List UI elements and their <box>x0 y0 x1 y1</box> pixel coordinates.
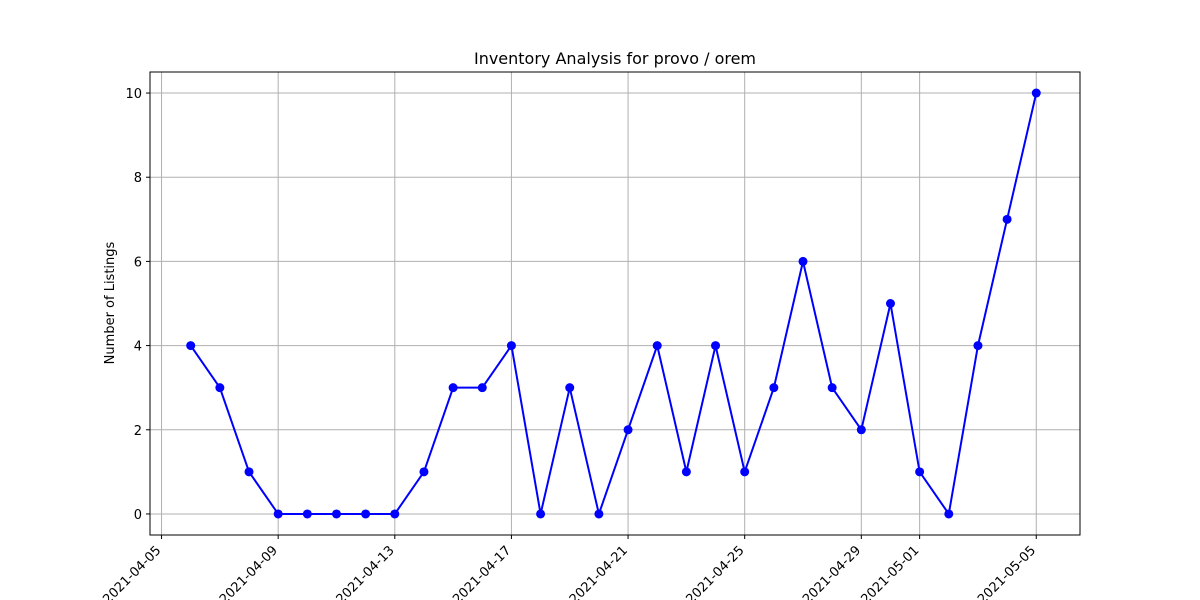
data-point <box>390 509 400 519</box>
y-tick-label: 6 <box>134 255 142 270</box>
data-point <box>1031 88 1041 98</box>
data-point <box>1002 214 1012 224</box>
data-point <box>594 509 604 519</box>
y-tick-label: 8 <box>134 171 142 186</box>
data-point <box>885 299 895 308</box>
data-point <box>302 509 312 519</box>
data-point <box>711 341 721 351</box>
plot-frame <box>149 71 1081 536</box>
y-tick-label: 10 <box>125 87 142 102</box>
y-axis: 0 2 4 6 8 10 <box>125 87 150 523</box>
data-point <box>944 509 954 519</box>
y-tick-label: 0 <box>134 508 142 523</box>
data-point <box>361 509 371 519</box>
data-point <box>973 341 983 351</box>
data-point <box>331 509 341 519</box>
data-point <box>506 341 516 351</box>
data-point <box>448 383 458 393</box>
data-point <box>827 383 837 393</box>
y-tick-label: 2 <box>134 424 142 439</box>
data-point <box>186 341 196 351</box>
data-point <box>915 467 925 477</box>
data-point <box>681 467 691 477</box>
data-point <box>740 467 750 477</box>
data-point <box>244 467 254 477</box>
data-point <box>273 509 283 519</box>
data-point <box>565 383 575 393</box>
series-line <box>186 88 1041 519</box>
y-tick-label: 4 <box>134 340 142 355</box>
y-axis-label: Number of Listings <box>103 241 118 364</box>
chart-title: Inventory Analysis for provo / orem <box>474 49 756 68</box>
data-point <box>769 383 779 393</box>
data-point <box>419 467 429 477</box>
data-point <box>652 341 662 351</box>
data-point <box>856 425 866 435</box>
data-point <box>215 383 225 393</box>
data-point <box>623 425 633 435</box>
data-point <box>536 509 546 519</box>
data-point <box>798 256 808 266</box>
series-polyline <box>189 92 1038 515</box>
data-point <box>477 383 487 393</box>
grid <box>150 72 1080 535</box>
